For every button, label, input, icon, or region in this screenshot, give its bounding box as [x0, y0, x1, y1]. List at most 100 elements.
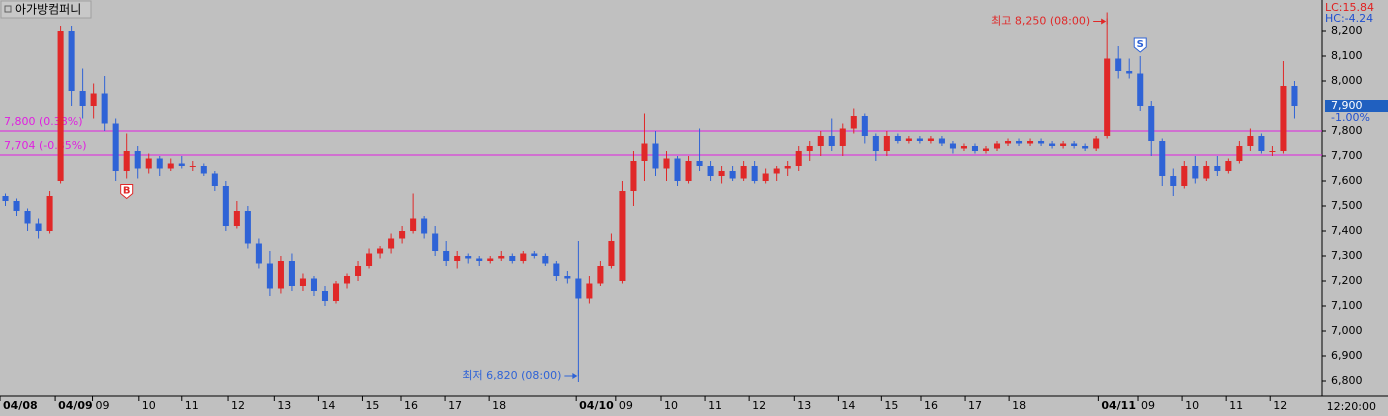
candle-body — [971, 146, 979, 151]
candle-body — [332, 283, 340, 301]
y-tick-label: 7,200 — [1331, 274, 1363, 287]
candle-body — [167, 163, 174, 169]
x-tick-label: 09 — [1141, 399, 1155, 412]
candle-body — [178, 163, 185, 166]
x-tick-label: 11 — [185, 399, 199, 412]
candle-body — [1104, 58, 1111, 136]
candle-body — [35, 223, 42, 231]
y-tick-label: 6,800 — [1331, 374, 1363, 387]
title-box — [0, 0, 92, 19]
candle-body — [1060, 143, 1067, 146]
candle-body — [861, 116, 868, 136]
candle-body — [806, 146, 813, 151]
x-tick-label: 11 — [1229, 399, 1243, 412]
candle-body — [222, 186, 229, 226]
candle-body — [156, 158, 163, 169]
reference-label: 7,800 (0.38%) — [4, 115, 83, 128]
candle-body — [949, 143, 956, 149]
y-tick-label: 6,900 — [1331, 349, 1363, 362]
candle-body — [1247, 136, 1254, 146]
x-tick-label: 10 — [664, 399, 678, 412]
y-tick-label: 8,100 — [1331, 49, 1363, 62]
candle-body — [674, 158, 681, 181]
x-tick-label: 10 — [1185, 399, 1199, 412]
candle-body — [421, 218, 428, 234]
candle-body — [575, 278, 582, 299]
candle-body — [718, 171, 725, 176]
x-tick-label: 13 — [797, 399, 811, 412]
candle-body — [663, 158, 670, 169]
candle-body — [1159, 141, 1166, 176]
candle-body — [476, 258, 483, 261]
candle-body — [1192, 166, 1199, 179]
candle-body — [905, 138, 912, 141]
candle-body — [2, 196, 9, 201]
candle-body — [123, 151, 130, 171]
y-tick-label: 7,700 — [1331, 149, 1363, 162]
last-price-badge — [1325, 100, 1388, 112]
signal-label: S — [1137, 39, 1144, 50]
candle-body — [432, 233, 439, 251]
x-tick-label: 18 — [1012, 399, 1026, 412]
candle-body — [1291, 86, 1298, 106]
y-tick-label: 7,400 — [1331, 224, 1363, 237]
candle-body — [894, 136, 901, 141]
candle-body — [255, 243, 262, 264]
x-tick-label: 12 — [231, 399, 245, 412]
x-tick-label: 14 — [841, 399, 855, 412]
x-tick-label: 12 — [752, 399, 766, 412]
candle-body — [266, 263, 273, 289]
y-tick-label: 7,800 — [1331, 124, 1363, 137]
candle-body — [520, 253, 527, 261]
candle-body — [277, 261, 284, 289]
candle-body — [79, 91, 86, 106]
candle-body — [288, 261, 295, 286]
candle-body — [608, 241, 615, 266]
indicator: HC:-4.24 — [1325, 12, 1373, 25]
candle-body — [13, 201, 20, 211]
time-label: 12:20:00 — [1327, 400, 1376, 413]
candle-body — [542, 256, 549, 264]
candle-body — [112, 123, 119, 171]
x-tick-label: 04/11 — [1101, 399, 1136, 412]
x-tick-label: 13 — [277, 399, 291, 412]
candle-body — [740, 166, 747, 179]
candle-body — [1082, 146, 1089, 149]
candle-body — [586, 283, 593, 299]
x-tick-label: 11 — [708, 399, 722, 412]
x-tick-label: 16 — [924, 399, 938, 412]
candle-body — [1137, 73, 1144, 106]
candle-body — [46, 196, 53, 231]
x-tick-label: 17 — [448, 399, 462, 412]
x-tick-label: 04/10 — [579, 399, 614, 412]
candle-body — [784, 166, 791, 169]
candle-body — [685, 161, 692, 181]
candle-body — [839, 128, 846, 146]
candle-body — [233, 211, 240, 226]
candle-body — [410, 218, 417, 231]
candle-body — [1038, 141, 1045, 144]
x-tick-label: 04/08 — [3, 399, 38, 412]
y-tick-label: 7,500 — [1331, 199, 1363, 212]
candle-body — [366, 253, 373, 266]
x-tick-label: 09 — [96, 399, 110, 412]
last-price-change: -1.00% — [1331, 111, 1370, 124]
signal-marker — [1133, 37, 1147, 53]
candle-body — [134, 151, 141, 169]
candle-body — [24, 211, 31, 224]
title-icon — [4, 5, 12, 13]
candle-body — [795, 151, 802, 166]
candle-body — [751, 166, 758, 181]
candle-body — [1170, 176, 1177, 186]
candle-body — [564, 276, 571, 279]
candle-body — [388, 238, 395, 249]
candle-body — [1269, 151, 1276, 152]
indicator: LC:15.84 — [1325, 1, 1374, 14]
candle-body — [1093, 138, 1100, 149]
x-tick-label: 15 — [884, 399, 898, 412]
candle-body — [729, 171, 736, 179]
candle-body — [321, 291, 329, 301]
candle-body — [443, 251, 450, 261]
